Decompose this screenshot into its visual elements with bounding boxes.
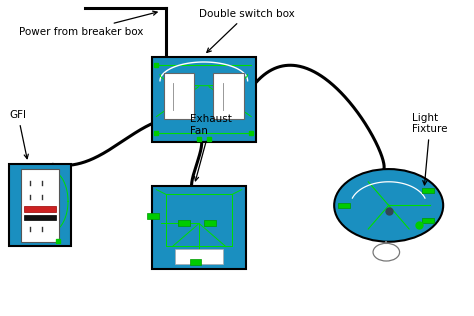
Bar [213, 73, 244, 119]
Text: Light
Fixture: Light Fixture [412, 113, 448, 185]
Text: Double switch box: Double switch box [199, 9, 295, 52]
Bar [21, 169, 59, 241]
Text: Exhaust
Fan: Exhaust Fan [190, 114, 231, 181]
Bar [152, 57, 256, 142]
Bar [190, 259, 201, 265]
Bar [9, 164, 71, 246]
Bar [178, 220, 190, 226]
Bar [164, 73, 194, 119]
Circle shape [373, 243, 400, 261]
Bar [24, 206, 56, 212]
Bar [422, 218, 434, 223]
Text: Power from breaker box: Power from breaker box [19, 11, 157, 37]
Bar [175, 249, 223, 264]
Bar [24, 215, 56, 220]
Bar [338, 203, 350, 208]
Bar [422, 188, 434, 193]
Bar [152, 186, 246, 269]
Bar [147, 213, 159, 219]
Circle shape [334, 169, 443, 242]
Bar [204, 220, 216, 226]
Text: GFI: GFI [9, 110, 28, 159]
